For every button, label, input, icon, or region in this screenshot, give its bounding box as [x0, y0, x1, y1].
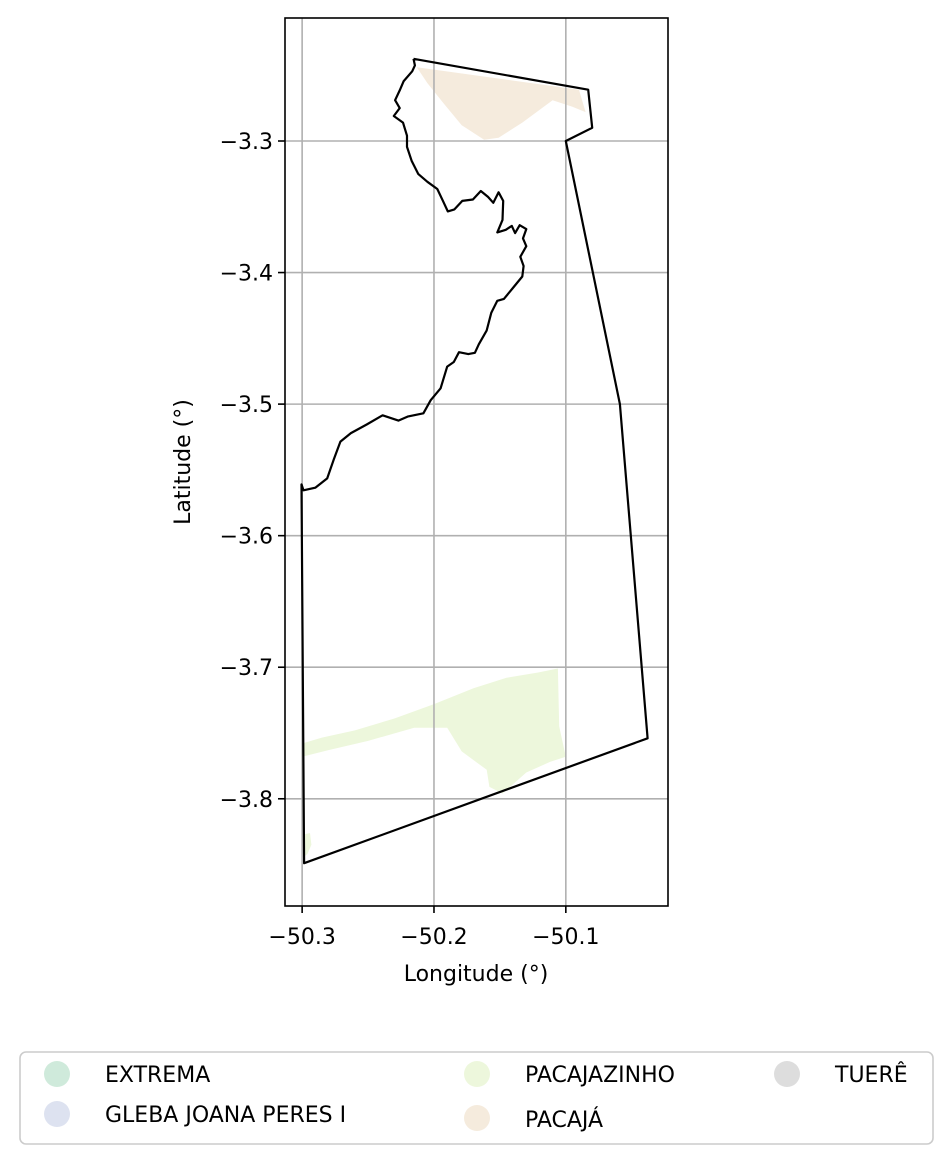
legend-label-extrema: EXTREMA: [105, 1063, 210, 1088]
y-tick-label-2: −3.5: [220, 393, 273, 418]
legend-label-tuere: TUERÊ: [834, 1062, 908, 1088]
region-pacajazinho-2: [304, 833, 312, 857]
y-tick-label-5: −3.8: [220, 788, 273, 813]
region-pacajazinho-1: [302, 668, 566, 794]
region-pacaja-0: [416, 67, 586, 140]
legend-marker-pacajazinho: [464, 1061, 490, 1087]
region-layer: [302, 67, 586, 857]
legend-frame: [19, 1051, 934, 1145]
legend: EXTREMA GLEBA JOANA PERES I PACAJAZINHO …: [19, 1051, 934, 1145]
legend-label-pacaja: PACAJÁ: [525, 1107, 603, 1133]
x-tick-label-2: −50.1: [532, 925, 599, 950]
x-axis: −50.3 −50.2 −50.1: [268, 906, 600, 950]
legend-marker-pacaja: [464, 1105, 490, 1131]
x-axis-label: Longitude (°): [404, 962, 549, 987]
y-tick-label-0: −3.3: [220, 130, 273, 155]
y-tick-label-1: −3.4: [220, 262, 273, 287]
y-axis: −3.3 −3.4 −3.5 −3.6 −3.7 −3.8: [220, 130, 285, 813]
legend-marker-gleba-joana-peres-i: [44, 1101, 70, 1127]
y-axis-label: Latitude (°): [171, 399, 196, 525]
x-tick-label-0: −50.3: [268, 925, 335, 950]
legend-label-pacajazinho: PACAJAZINHO: [525, 1063, 675, 1088]
plot-frame: [284, 17, 669, 907]
legend-marker-extrema: [44, 1061, 70, 1087]
y-tick-label-4: −3.7: [220, 656, 273, 681]
y-tick-label-3: −3.6: [220, 525, 273, 550]
legend-label-gleba-joana-peres-i: GLEBA JOANA PERES I: [105, 1103, 346, 1128]
x-tick-label-1: −50.2: [400, 925, 467, 950]
boundary-layer: [300, 57, 649, 865]
grid-layer: [285, 18, 668, 906]
municipality-boundary: [300, 57, 649, 865]
legend-marker-tuere: [774, 1061, 800, 1087]
